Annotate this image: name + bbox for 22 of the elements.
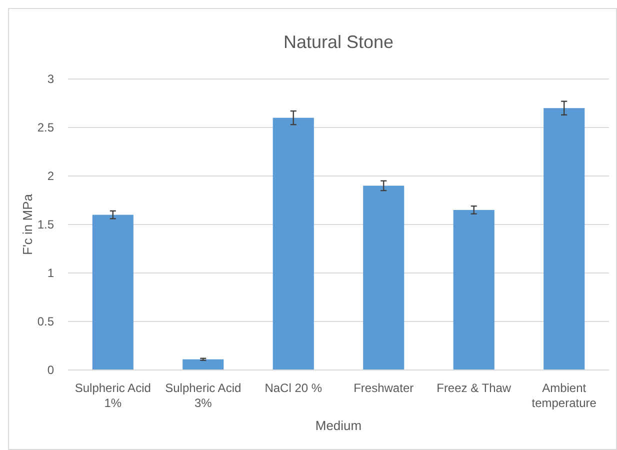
x-tick-label: Freez & Thaw bbox=[436, 381, 512, 395]
x-axis-title: Medium bbox=[315, 418, 362, 433]
y-tick-label: 2.5 bbox=[37, 120, 54, 135]
y-tick-label: 2 bbox=[47, 169, 54, 184]
bar bbox=[363, 186, 404, 370]
bar bbox=[544, 108, 585, 370]
bar bbox=[92, 214, 134, 370]
bar bbox=[182, 359, 224, 370]
y-tick-label: 0 bbox=[47, 363, 54, 378]
y-tick-label: 3 bbox=[47, 72, 54, 86]
y-tick-label: 0.5 bbox=[37, 314, 54, 329]
bar bbox=[272, 118, 314, 370]
chart-title: Natural Stone bbox=[283, 32, 394, 52]
x-tick-label: Freshwater bbox=[354, 381, 414, 395]
x-tick-label: Ambient temperature bbox=[532, 381, 597, 410]
x-tick-label: Sulpheric Acid 1% bbox=[74, 381, 151, 410]
x-tick-label: NaCl 20 % bbox=[264, 381, 322, 395]
y-axis-title: F'c in MPa bbox=[20, 193, 35, 255]
bar bbox=[453, 210, 494, 370]
y-tick-label: 1.5 bbox=[37, 218, 54, 232]
x-tick-label: Sulpheric Acid 3% bbox=[165, 381, 242, 410]
y-tick-label: 1 bbox=[47, 266, 54, 280]
